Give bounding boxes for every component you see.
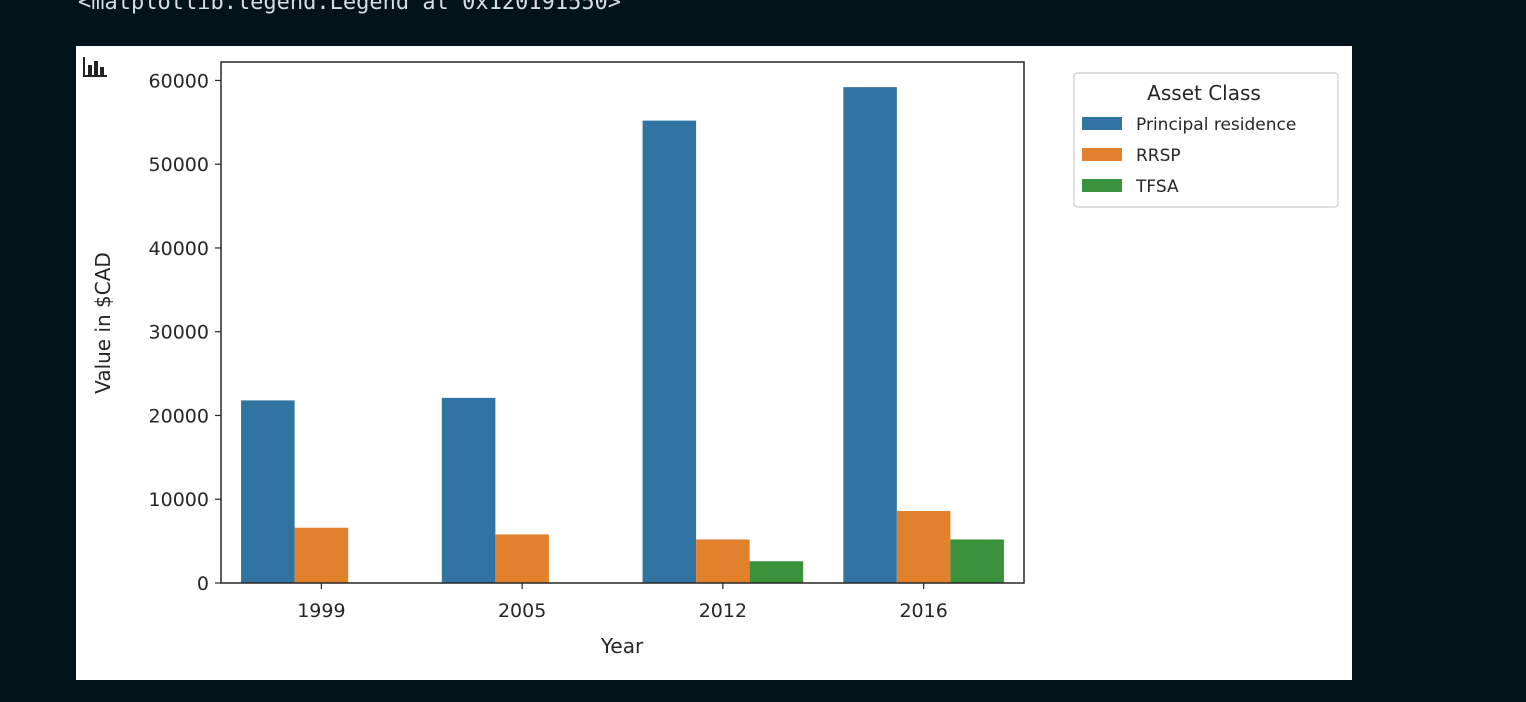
bar-chart-icon[interactable] — [82, 56, 108, 78]
legend-label-rrsp: RRSP — [1136, 146, 1181, 166]
output-text: <matplotlib.legend.Legend at 0x120191550… — [78, 0, 622, 15]
y-axis-label: Value in $CAD — [91, 252, 115, 394]
bar-chart: 0 10000 20000 30000 40000 50000 60000 1999 2005… — [91, 61, 1339, 658]
bars-group — [241, 87, 1004, 584]
bar-rrsp-2012 — [696, 539, 750, 583]
bar-principal-residence-2005 — [441, 397, 496, 583]
y-tick-label: 40000 — [149, 238, 209, 260]
x-axis-label: Year — [600, 634, 644, 658]
legend-title: Asset Class — [1147, 81, 1261, 105]
x-tick-label: 2005 — [498, 600, 546, 622]
legend-label-tfsa: TFSA — [1135, 177, 1179, 197]
legend-items: Principal residence RRSP TFSA — [1082, 115, 1296, 197]
y-tick-label: 0 — [197, 573, 209, 595]
x-tick-label: 2016 — [899, 600, 947, 622]
bar-tfsa-2016 — [950, 539, 1004, 583]
y-axis: 0 10000 20000 30000 40000 50000 60000 — [149, 70, 221, 595]
bar-rrsp-1999 — [294, 527, 349, 583]
legend-label-principal-residence: Principal residence — [1136, 115, 1296, 135]
legend-swatch-tfsa — [1082, 179, 1122, 192]
plot-frame — [220, 61, 1025, 584]
y-tick-label: 30000 — [149, 322, 209, 344]
x-axis: 1999 2005 2012 2016 — [297, 583, 948, 622]
bar-principal-residence-2012 — [642, 120, 697, 584]
bar-principal-residence-1999 — [241, 400, 295, 583]
bar-rrsp-2016 — [896, 510, 951, 583]
legend-box — [1073, 72, 1339, 208]
figure: 0 10000 20000 30000 40000 50000 60000 1999 2005… — [76, 46, 1352, 680]
bar-tfsa-2012 — [749, 561, 804, 583]
bar-principal-residence-2016 — [843, 87, 897, 584]
x-tick-label: 2012 — [699, 600, 747, 622]
legend: Asset Class Principal residence RRSP TFSA — [1073, 72, 1339, 208]
bar-rrsp-2005 — [495, 534, 549, 583]
y-tick-label: 20000 — [149, 405, 209, 427]
y-tick-label: 60000 — [149, 70, 209, 92]
y-tick-label: 10000 — [149, 489, 209, 511]
y-tick-label: 50000 — [149, 154, 209, 176]
legend-swatch-rrsp — [1082, 148, 1122, 161]
x-tick-label: 1999 — [297, 600, 345, 622]
legend-swatch-principal-residence — [1082, 117, 1122, 130]
